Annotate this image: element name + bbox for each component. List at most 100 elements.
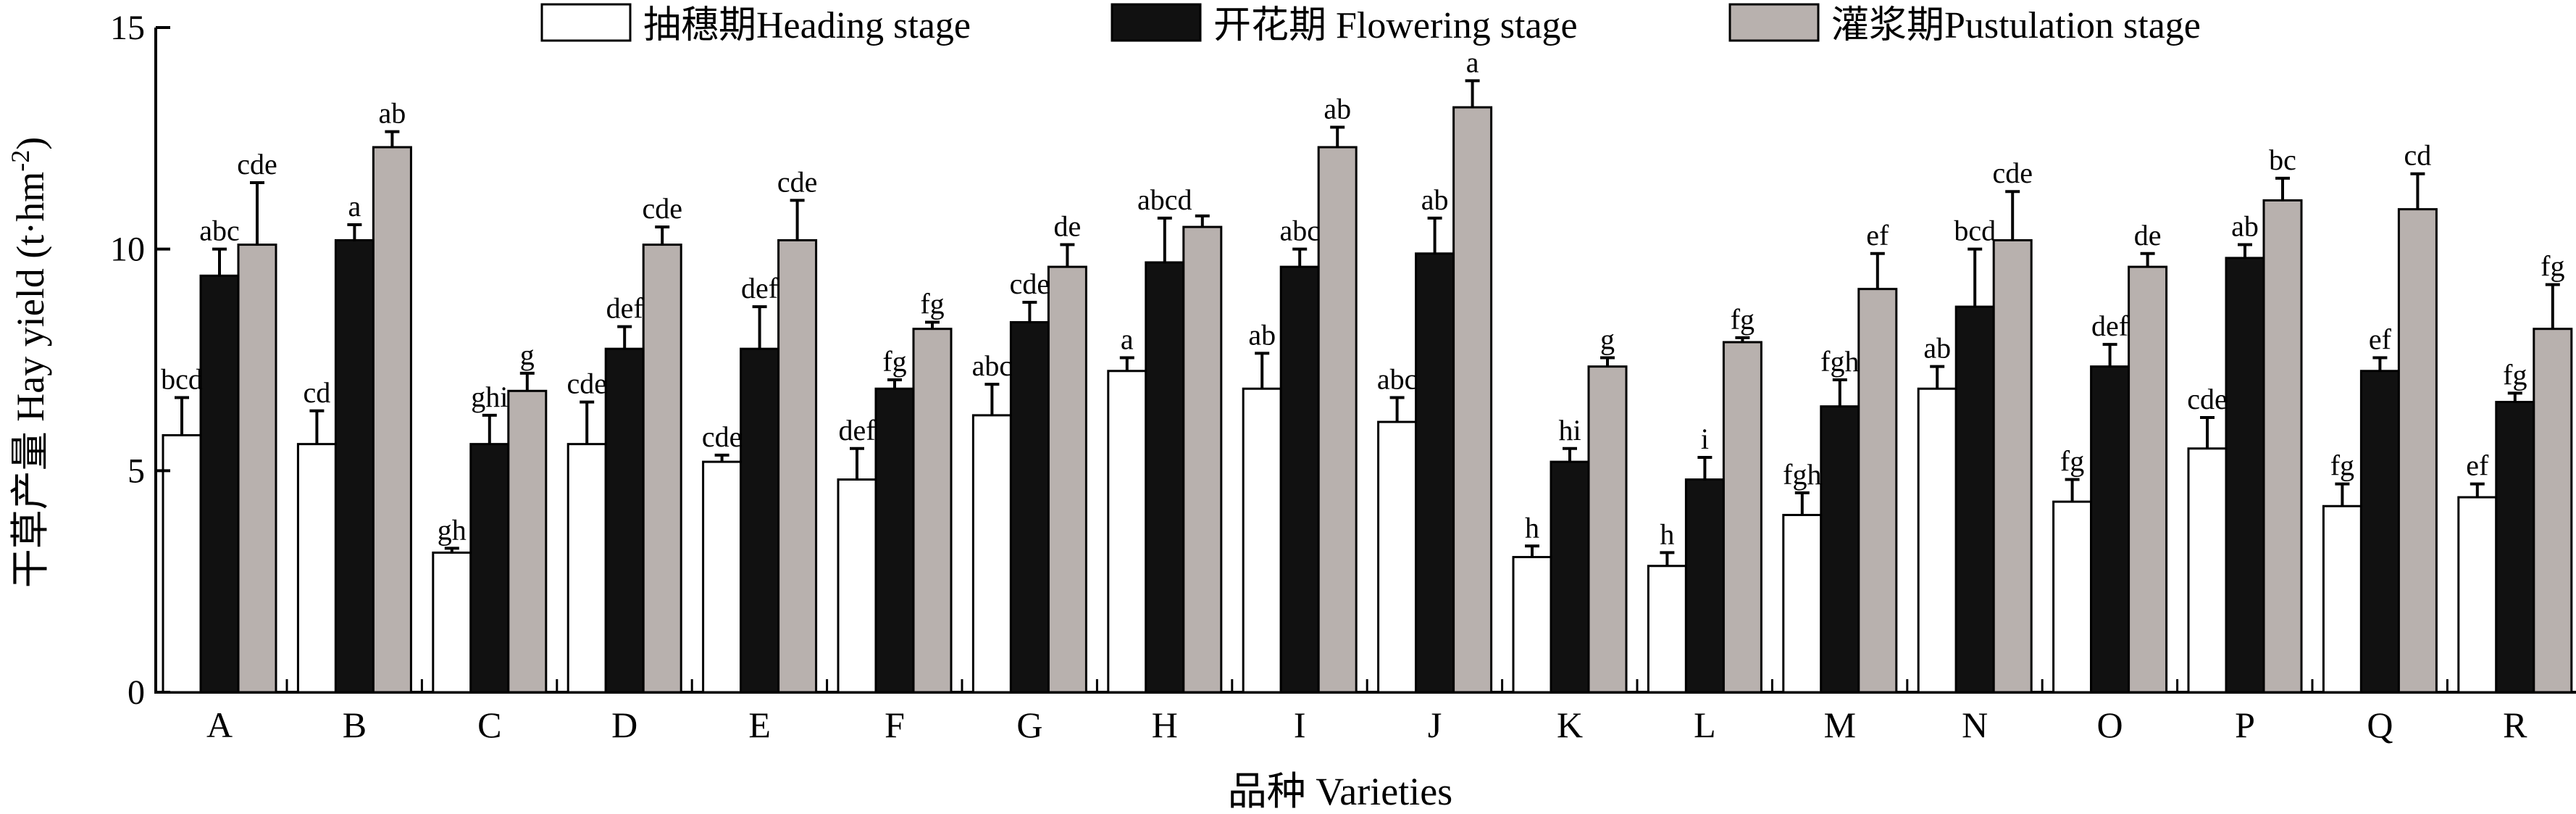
bar <box>372 146 412 694</box>
significance-letter: cde <box>1992 157 2033 189</box>
bar <box>1452 106 1493 694</box>
bar <box>702 460 743 694</box>
category-label: B <box>343 705 367 745</box>
y-tick-label: 0 <box>127 673 145 712</box>
significance-letter: ef <box>2369 323 2392 355</box>
bar <box>1684 478 1725 694</box>
category-label: M <box>1824 705 1856 745</box>
category-label: O <box>2097 705 2123 745</box>
bar <box>2495 401 2535 694</box>
significance-letter: ef <box>2466 449 2489 482</box>
significance-letter: ab <box>1248 318 1276 351</box>
significance-letter: fgh <box>1783 458 1821 491</box>
significance-letter: cde <box>777 165 818 198</box>
bar <box>1992 238 2033 694</box>
bar <box>2052 500 2093 694</box>
bar <box>1550 460 1590 694</box>
y-axis-title-sup: -2 <box>6 150 35 172</box>
bar <box>237 244 277 694</box>
category-label: G <box>1016 705 1042 745</box>
bar <box>1820 405 1860 694</box>
significance-letter: cd <box>2404 139 2432 172</box>
bar <box>566 443 607 694</box>
significance-letter: fg <box>920 288 944 320</box>
bar <box>1145 261 1185 694</box>
bar <box>1317 146 1358 694</box>
category-labels: A B C D E F G H I J K L M N O P Q R <box>206 679 2527 745</box>
significance-letter: cde <box>702 420 743 453</box>
significance-letter: def <box>741 272 779 304</box>
bar <box>1587 365 1628 694</box>
bar <box>2225 257 2265 694</box>
bars <box>162 106 2573 694</box>
bar <box>1647 565 1687 694</box>
bar <box>874 387 915 694</box>
bar <box>507 389 548 694</box>
significance-letter: ab <box>2231 210 2259 243</box>
y-axis-title-main: 干草产量 Hay yield (t·hm <box>9 172 52 588</box>
bar <box>432 551 472 694</box>
error-bars <box>175 79 2560 566</box>
significance-letter: ef <box>1866 219 1889 252</box>
bar <box>2397 208 2438 694</box>
category-label: E <box>748 705 771 745</box>
bar <box>2533 328 2573 694</box>
legend-label: 抽穗期Heading stage <box>643 5 971 46</box>
significance-letter: hi <box>1558 414 1581 447</box>
significance-letter: ab <box>1923 332 1951 365</box>
category-label: J <box>1428 705 1442 745</box>
bar <box>1009 321 1050 694</box>
significance-letter: fg <box>882 345 906 378</box>
significance-letter: abc <box>199 215 240 247</box>
bar <box>1782 513 1823 694</box>
significance-letter: g <box>1600 323 1615 355</box>
bar <box>1279 265 1320 694</box>
category-label: H <box>1152 705 1178 745</box>
bar <box>1722 341 1762 694</box>
significance-letter: abc <box>1279 215 1320 247</box>
significance-letter: de <box>2134 219 2162 252</box>
category-label: D <box>611 705 637 745</box>
significance-letter: a <box>1466 46 1479 78</box>
bar <box>1182 225 1223 694</box>
significance-letter: de <box>1054 210 1082 243</box>
bar <box>1512 556 1552 694</box>
significance-letter: fg <box>2060 445 2084 478</box>
bar <box>2457 496 2498 694</box>
bar <box>740 347 780 694</box>
significance-letter: bc <box>2269 144 2296 176</box>
bar <box>971 414 1012 694</box>
significance-letter: fg <box>2330 449 2354 482</box>
significance-letter: fg <box>2503 358 2527 391</box>
significance-letter: abc <box>1377 362 1418 395</box>
significance-letter: cde <box>642 192 682 225</box>
y-ticks: 0 5 10 15 <box>110 9 170 712</box>
category-label: N <box>1962 705 1988 745</box>
bar <box>296 443 337 694</box>
significance-letter: bcd <box>1954 215 1996 247</box>
significance-letter: h <box>1660 518 1674 550</box>
bar <box>912 328 953 694</box>
bar <box>2187 447 2228 694</box>
y-tick-label: 5 <box>127 452 145 490</box>
category-label: I <box>1294 705 1306 745</box>
bar <box>2359 370 2400 694</box>
significance-letter: gh <box>438 513 467 546</box>
significance-letter: def <box>606 292 644 325</box>
significance-letter: cde <box>1010 267 1050 300</box>
bar <box>334 238 375 694</box>
category-label: R <box>2503 705 2527 745</box>
bar <box>1917 387 1957 694</box>
significance-letter: fg <box>1731 303 1755 336</box>
x-axis-title: 品种 Varieties <box>1228 770 1452 813</box>
significance-letter: abcd <box>1137 183 1192 216</box>
legend-swatch <box>540 3 632 42</box>
bar <box>642 244 682 694</box>
significance-letters: bcdabccdecdaabghghigcdedefcdecdedefcdede… <box>161 46 2564 550</box>
significance-letter: ab <box>1421 183 1449 216</box>
significance-letter: def <box>2091 310 2129 342</box>
significance-letter: bcd <box>161 362 203 395</box>
significance-letter: ab <box>1323 93 1351 125</box>
category-label: K <box>1557 705 1583 745</box>
significance-letter: def <box>838 414 876 447</box>
